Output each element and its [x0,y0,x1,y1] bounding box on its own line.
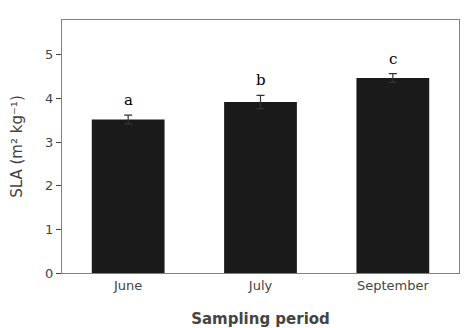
svg-text:c: c [389,50,397,68]
svg-text:3: 3 [45,135,53,150]
svg-text:Sampling period: Sampling period [191,310,330,328]
svg-text:July: July [248,278,273,293]
svg-text:b: b [256,71,266,89]
svg-text:2: 2 [45,178,53,193]
svg-text:June: June [113,278,142,293]
svg-text:SLA (m² kg⁻¹): SLA (m² kg⁻¹) [8,95,26,198]
svg-text:0: 0 [45,266,53,281]
svg-text:5: 5 [45,47,53,62]
svg-text:September: September [357,278,430,293]
svg-text:1: 1 [45,222,53,237]
svg-text:4: 4 [45,91,53,106]
svg-text:a: a [124,91,133,109]
